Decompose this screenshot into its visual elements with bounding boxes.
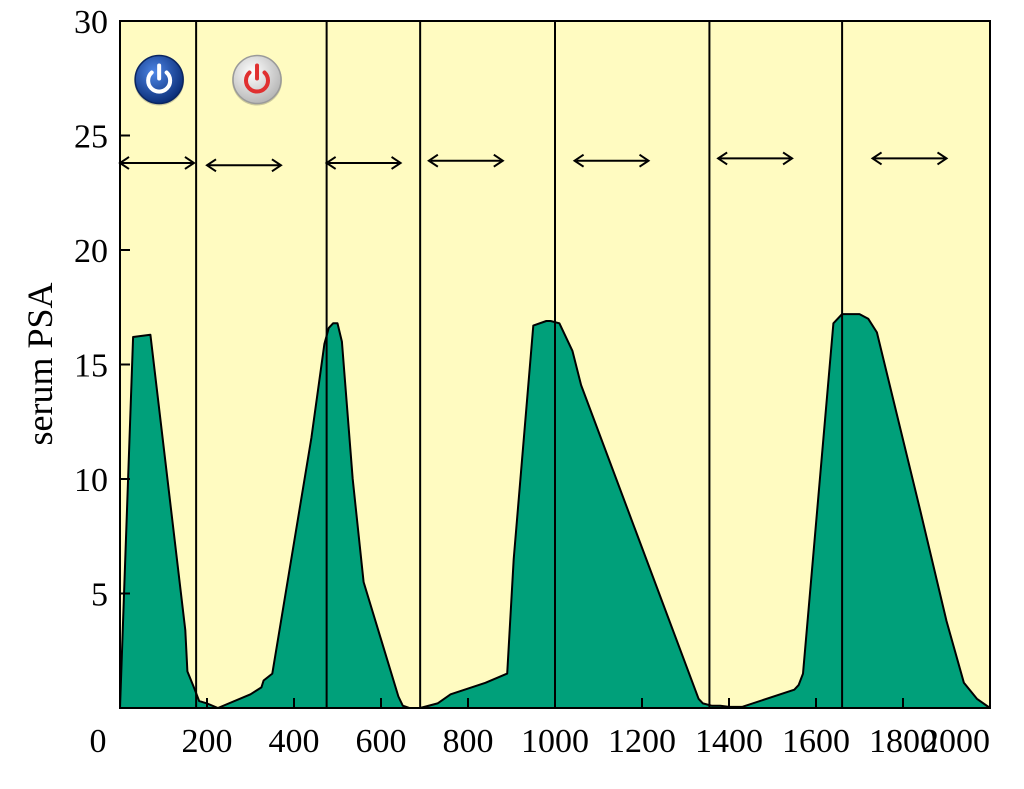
y-axis-label: serum PSA — [20, 282, 60, 445]
window-arrow-2 — [205, 158, 283, 173]
power-symbol-arc — [146, 70, 173, 94]
arrow-head-left — [870, 151, 883, 166]
y-tick-label-10: 10 — [74, 462, 108, 499]
window-arrow-4 — [427, 153, 505, 168]
x-tick-label-1600: 1600 — [782, 723, 850, 760]
arrow-head-right — [493, 153, 505, 168]
arrow-head-right — [782, 151, 794, 166]
arrow-head-right — [184, 156, 196, 170]
x-tick-label-1200: 1200 — [608, 723, 676, 760]
x-tick-label-2000: 2000 — [922, 723, 990, 760]
y-tick-label-15: 15 — [74, 348, 108, 385]
y-tick-label-25: 25 — [74, 119, 108, 156]
x-tick-label-1400: 1400 — [695, 723, 763, 760]
power-symbol-arc — [244, 70, 270, 94]
x-tick-label-1800: 1800 — [869, 723, 937, 760]
power-off-icon — [232, 54, 283, 106]
x-tick-label-400: 400 — [269, 723, 320, 760]
arrow-head-left — [324, 156, 337, 170]
arrow-head-left — [427, 153, 439, 168]
window-arrow-3 — [324, 156, 403, 170]
x-tick-label-800: 800 — [443, 723, 494, 760]
power-on-icon — [134, 54, 185, 106]
x-tick-label-1000: 1000 — [521, 723, 589, 760]
x-tick-label-200: 200 — [182, 723, 233, 760]
window-arrow-7 — [870, 151, 949, 166]
arrow-head-right — [638, 153, 651, 168]
arrow-head-left — [716, 151, 728, 166]
arrow-head-right — [271, 158, 283, 173]
arrow-head-right — [391, 156, 403, 170]
y-tick-label-30: 30 — [74, 4, 108, 41]
arrow-head-left — [205, 158, 217, 173]
x-tick-label-600: 600 — [356, 723, 407, 760]
window-arrow-6 — [716, 151, 794, 166]
x-tick-label-0: 0 — [90, 723, 107, 760]
arrow-head-left — [572, 153, 585, 168]
arrow-head-right — [936, 151, 949, 166]
y-tick-label-20: 20 — [74, 233, 108, 270]
y-tick-label-5: 5 — [91, 577, 108, 614]
window-arrow-5 — [572, 153, 651, 168]
